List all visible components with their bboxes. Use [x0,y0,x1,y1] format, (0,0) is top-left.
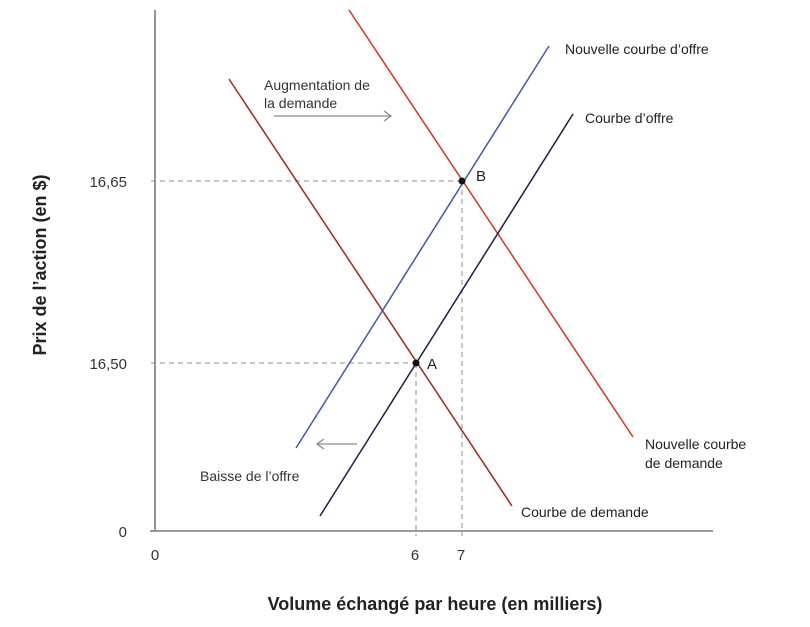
x-tick-0: 0 [151,547,159,564]
y-tick-0: 0 [119,524,127,541]
supply-decrease-label: Baisse de l’offre [200,468,300,484]
demand-increase-line2: la demande [264,95,337,111]
point-b-marker [458,177,466,185]
new-demand-label-line1: Nouvelle courbe [645,436,746,452]
y-axis-title: Prix de l’action (en $) [30,174,50,355]
demand-increase-line1: Augmentation de [264,77,370,93]
new-supply-curve [295,45,550,449]
new-demand-curve [348,9,634,438]
point-a-marker [412,359,420,367]
supply-label: Courbe d’offre [585,110,674,126]
new-supply-label: Nouvelle courbe d’offre [565,41,709,57]
point-b-label: B [476,168,486,185]
point-a-label: A [427,356,437,373]
y-tick-16-50: 16,50 [89,356,127,373]
y-tick-16-65: 16,65 [89,174,127,191]
demand-curve [228,78,513,507]
demand-label: Courbe de demande [521,504,649,520]
x-tick-7: 7 [457,547,465,564]
x-tick-6: 6 [411,547,419,564]
x-axis-title: Volume échangé par heure (en milliers) [268,594,603,614]
arrow-right-icon [274,110,393,122]
supply-curve [319,113,574,517]
arrow-left-icon [315,438,357,450]
new-demand-label-line2: de demande [645,455,723,471]
